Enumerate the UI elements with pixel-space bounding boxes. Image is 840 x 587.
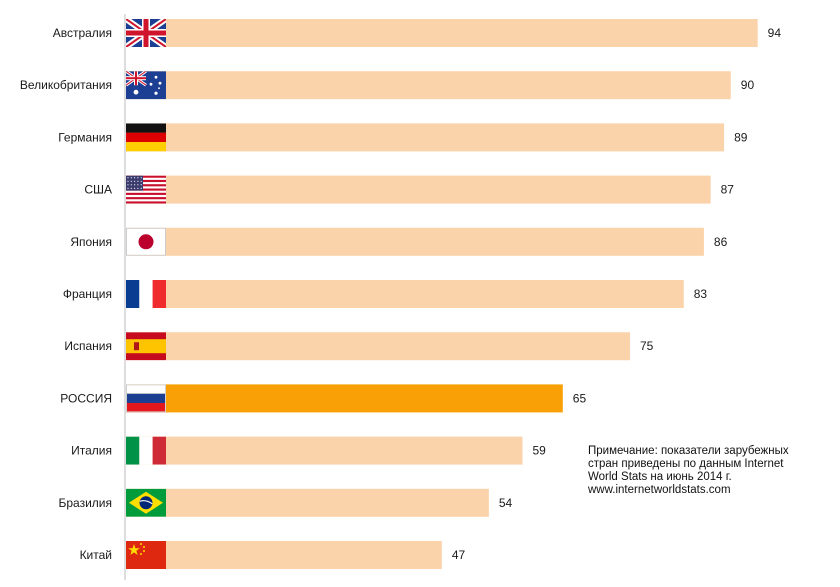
category-label: Австралия — [53, 26, 112, 40]
bar — [126, 71, 731, 100]
category-label: Китай — [80, 548, 112, 562]
source-note: Примечание: показатели зарубежных стран … — [588, 445, 824, 497]
data-label: 54 — [499, 496, 513, 510]
japan-flag-icon — [126, 227, 166, 256]
data-label: 90 — [741, 78, 755, 92]
flags-layer — [126, 19, 166, 569]
note-line-2: стран приведены по данным Internet — [588, 458, 784, 470]
note-line-4: www.internetworldstats.com — [588, 484, 731, 496]
data-label: 47 — [452, 548, 466, 562]
category-label: Великобритания — [20, 78, 112, 92]
france-flag-icon — [126, 280, 166, 308]
data-label: 86 — [714, 235, 728, 249]
bar — [126, 280, 684, 308]
bar — [126, 175, 711, 204]
bar — [126, 436, 523, 465]
uk-flag-icon — [126, 19, 166, 47]
bar — [126, 384, 563, 413]
data-label: 87 — [721, 183, 735, 197]
russia-flag-icon — [126, 384, 166, 413]
note-line-3: World Stats на июнь 2014 г. — [588, 471, 732, 483]
data-label: 59 — [532, 444, 546, 458]
bars-layer — [126, 19, 758, 569]
category-label: Франция — [63, 287, 112, 301]
category-label: Япония — [70, 235, 112, 249]
germany-flag-icon — [126, 123, 166, 152]
bar — [126, 541, 442, 569]
bar — [126, 227, 704, 256]
data-label: 83 — [694, 287, 708, 301]
category-label: Италия — [71, 444, 112, 458]
australia-flag-icon — [126, 71, 166, 100]
note-line-1: Примечание: показатели зарубежных — [588, 445, 789, 457]
category-label: РОССИЯ — [60, 391, 112, 405]
bar — [126, 488, 489, 517]
italy-flag-icon — [126, 436, 166, 465]
bar — [126, 19, 758, 47]
data-label: 75 — [640, 339, 654, 353]
china-flag-icon — [126, 541, 166, 569]
brazil-flag-icon — [126, 488, 166, 517]
data-label: 94 — [768, 26, 782, 40]
category-label: Бразилия — [59, 496, 113, 510]
category-label: Германия — [58, 130, 112, 144]
category-label: Испания — [64, 339, 112, 353]
bar — [126, 332, 630, 361]
labels-layer: Австралия 94 Великобритания 90 Германия 89 США… — [20, 26, 782, 562]
bar — [126, 123, 725, 152]
spain-flag-icon — [126, 332, 166, 361]
data-label: 65 — [573, 391, 587, 405]
category-label: США — [84, 183, 112, 197]
data-label: 89 — [734, 130, 748, 144]
usa-flag-icon — [126, 175, 166, 204]
